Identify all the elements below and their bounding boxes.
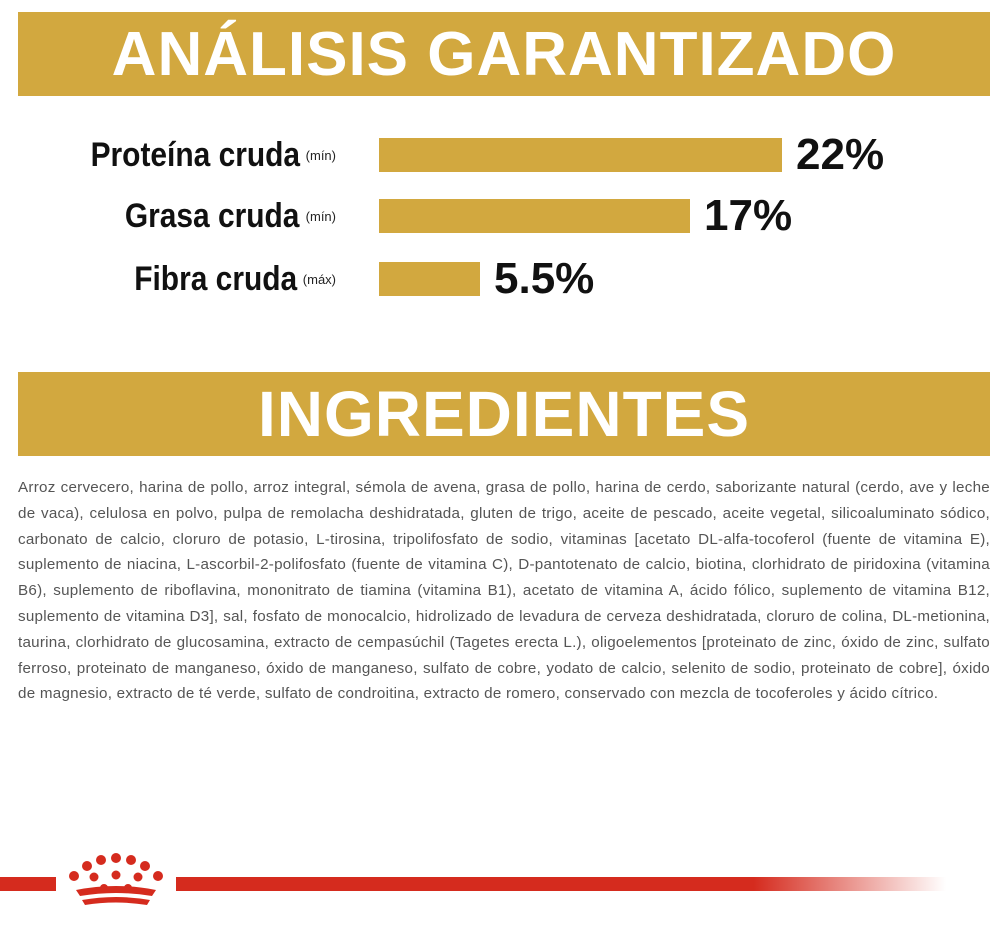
analysis-row-protein: Proteína cruda (mín) 22%	[0, 130, 1006, 180]
nutrient-value: 5.5%	[494, 254, 595, 303]
ingredients-title: INGREDIENTES	[257, 378, 751, 450]
royal-canin-crown-icon	[69, 853, 163, 905]
nutrient-name: Fibra cruda	[133, 259, 297, 298]
ingredients-text: Arroz cervecero, harina de pollo, arroz …	[18, 479, 990, 703]
nutrient-value: 22%	[796, 130, 885, 179]
nutrient-name: Proteína cruda	[90, 135, 300, 174]
analysis-row-fiber: Fibra cruda (máx) 5.5%	[0, 254, 1006, 304]
footer-red-line-left	[0, 877, 56, 891]
analysis-row-label: Proteína cruda (mín)	[62, 130, 336, 180]
value-bar	[379, 199, 690, 233]
analysis-row-label: Grasa cruda (mín)	[101, 191, 336, 241]
nutrient-value: 17%	[704, 191, 793, 240]
nutrient-name: Grasa cruda	[125, 196, 300, 235]
nutrient-qualifier: (mín)	[305, 147, 336, 163]
analysis-row-label: Fibra cruda (máx)	[112, 254, 336, 304]
analysis-title: ANÁLISIS GARANTIZADO	[111, 19, 897, 89]
analysis-banner: ANÁLISIS GARANTIZADO	[18, 12, 990, 96]
value-bar	[379, 138, 782, 172]
footer-red-line-right	[176, 877, 946, 891]
analysis-row-fat: Grasa cruda (mín) 17%	[0, 191, 1006, 241]
value-bar	[379, 262, 480, 296]
nutrient-qualifier: (máx)	[302, 271, 336, 287]
ingredients-banner: INGREDIENTES	[18, 372, 990, 456]
nutrient-qualifier: (mín)	[305, 208, 336, 224]
